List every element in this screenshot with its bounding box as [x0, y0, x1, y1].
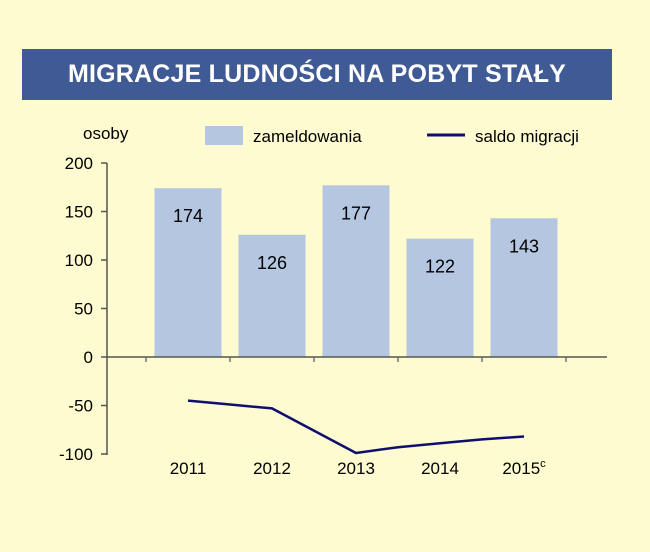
x-ticks-group: 2011 2012 2013 2014 2015c [170, 458, 546, 478]
bars-group: 174 126 177 122 143 [154, 185, 558, 357]
bar-2011 [154, 188, 222, 357]
y-ticks-group: 200 150 100 50 0 -50 -100 [59, 154, 107, 464]
y-tick-label: -50 [68, 397, 93, 416]
saldo-migracji-line [187, 399, 525, 455]
y-tick-label: -100 [59, 445, 93, 464]
y-axis-label: osoby [83, 124, 129, 143]
bar-2012 [238, 234, 306, 357]
y-tick-label: 100 [65, 251, 93, 270]
y-tick-label: 200 [65, 154, 93, 173]
x-tick-label: 2015c [502, 458, 546, 478]
bar-value-label: 143 [509, 236, 539, 256]
y-tick-label: 150 [65, 203, 93, 222]
legend-bar-swatch [205, 126, 243, 145]
bar-value-label: 126 [257, 253, 287, 273]
x-tick-superscript: c [540, 458, 546, 470]
chart-title: MIGRACJE LUDNOŚCI NA POBYT STAŁY [22, 49, 612, 100]
y-tick-label: 50 [74, 300, 93, 319]
bar-2015 [490, 218, 558, 357]
x-tick-label: 2011 [170, 459, 207, 478]
x-tick-label: 2012 [253, 459, 291, 478]
x-tick-label: 2013 [337, 459, 375, 478]
line-group [187, 399, 525, 455]
y-tick-label: 0 [84, 348, 93, 367]
x-tick-label: 2014 [421, 459, 459, 478]
bar-value-label: 177 [341, 203, 371, 223]
bar-value-label: 122 [425, 257, 455, 277]
bar-2014 [406, 238, 474, 357]
bar-value-label: 174 [173, 206, 203, 226]
legend: zameldowania saldo migracji [205, 126, 579, 146]
legend-bar-label: zameldowania [253, 127, 362, 146]
bar-2013 [322, 185, 390, 357]
legend-line-label: saldo migracji [475, 127, 579, 146]
